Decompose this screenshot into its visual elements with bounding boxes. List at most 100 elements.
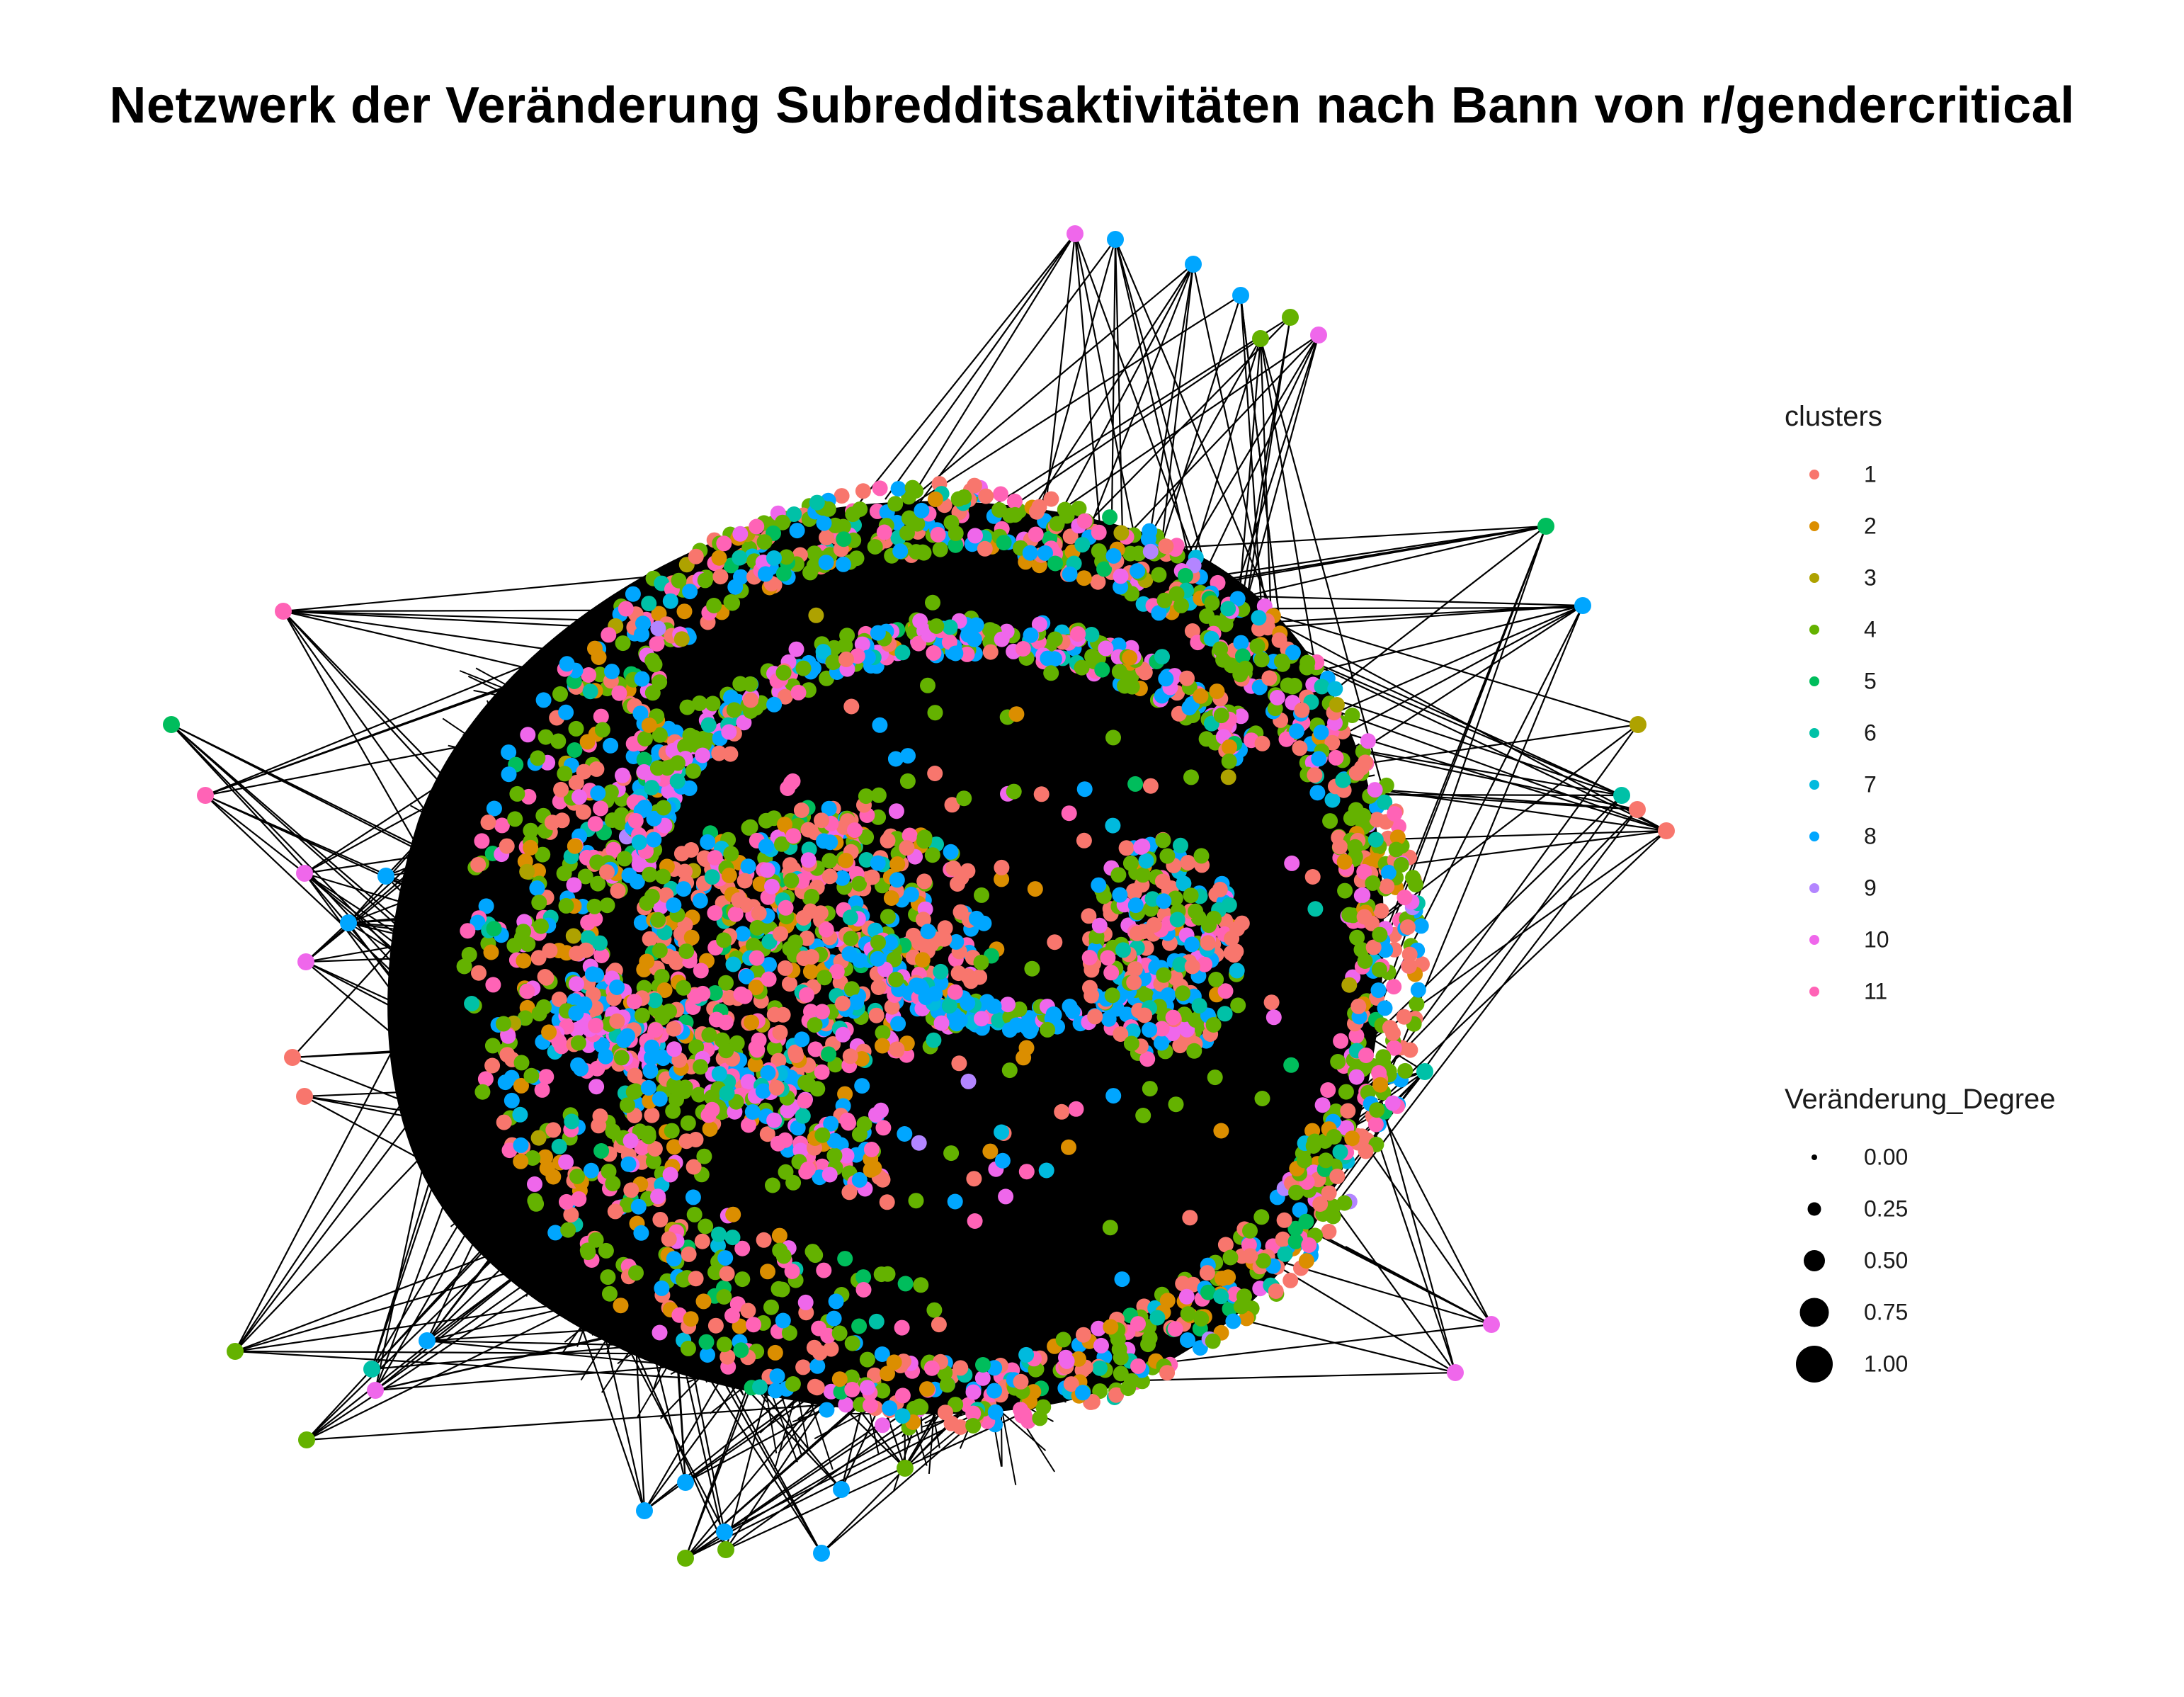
- network-node: [982, 622, 998, 638]
- legend-size-swatch: [1793, 1338, 1836, 1390]
- network-node: [628, 1265, 644, 1281]
- network-node: [664, 1123, 680, 1139]
- network-node: [948, 933, 965, 950]
- network-node: [1373, 903, 1389, 919]
- network-node: [854, 636, 870, 652]
- network-node: [704, 1089, 720, 1106]
- network-node: [583, 1162, 599, 1179]
- legend-cluster-item: 1: [1785, 448, 1882, 500]
- network-node: [965, 1384, 982, 1400]
- network-node: [625, 586, 641, 602]
- network-node: [1574, 597, 1591, 614]
- network-node: [841, 946, 858, 962]
- network-node: [809, 1358, 826, 1374]
- network-node: [1276, 1212, 1292, 1228]
- network-node: [605, 841, 622, 858]
- network-node: [1119, 1006, 1135, 1023]
- network-node: [732, 526, 749, 542]
- network-node: [513, 1055, 530, 1071]
- network-edge: [797, 1392, 809, 1451]
- network-node: [297, 953, 314, 970]
- network-node: [1280, 677, 1296, 693]
- network-node: [644, 1107, 660, 1123]
- network-node: [641, 596, 657, 612]
- network-node: [793, 802, 809, 818]
- network-node: [545, 1122, 562, 1138]
- network-node: [1154, 1021, 1170, 1037]
- network-node: [875, 1038, 890, 1054]
- network-node: [880, 1366, 895, 1382]
- network-node: [1130, 563, 1146, 579]
- network-node: [1000, 997, 1016, 1013]
- network-node: [652, 1212, 669, 1227]
- network-node: [751, 905, 767, 921]
- network-node: [1311, 751, 1327, 767]
- legend-size-label: 0.25: [1864, 1196, 1909, 1221]
- network-node: [1251, 679, 1268, 696]
- network-node: [837, 1086, 853, 1102]
- network-node: [763, 1299, 779, 1315]
- network-node: [685, 1189, 701, 1205]
- network-node: [1329, 1169, 1346, 1184]
- network-node: [1388, 841, 1404, 858]
- network-node: [601, 627, 617, 643]
- network-node: [795, 1108, 811, 1124]
- network-node: [1172, 956, 1188, 972]
- network-node: [1220, 769, 1236, 785]
- network-node: [197, 787, 214, 804]
- network-node: [634, 626, 650, 642]
- network-node: [1016, 1050, 1032, 1066]
- network-node: [620, 1156, 637, 1172]
- network-node: [1307, 1133, 1323, 1150]
- network-node: [527, 1193, 543, 1209]
- network-node: [819, 530, 835, 545]
- network-node: [590, 875, 606, 892]
- network-node: [1309, 785, 1326, 801]
- network-node: [711, 1226, 727, 1242]
- network-edge: [1054, 263, 1194, 523]
- network-node: [704, 869, 720, 885]
- network-node: [894, 1387, 911, 1404]
- network-node: [1076, 832, 1092, 848]
- network-node: [569, 976, 584, 992]
- network-node: [809, 494, 825, 511]
- network-node: [1217, 1237, 1234, 1253]
- network-node: [616, 851, 632, 867]
- network-node: [298, 1431, 315, 1448]
- network-node: [1200, 1284, 1216, 1300]
- network-node: [654, 1280, 670, 1296]
- network-node: [1167, 890, 1183, 907]
- network-node: [1275, 1231, 1291, 1247]
- network-node: [1091, 917, 1108, 933]
- network-node: [671, 572, 687, 589]
- network-node: [512, 1106, 528, 1123]
- network-node: [959, 646, 975, 662]
- network-node: [530, 863, 546, 879]
- network-node: [637, 731, 653, 747]
- network-node: [367, 1382, 384, 1399]
- network-node: [1091, 543, 1107, 560]
- network-node: [1401, 946, 1418, 963]
- network-node: [516, 953, 532, 969]
- network-node: [1222, 1301, 1238, 1317]
- network-node: [1169, 912, 1185, 928]
- network-node: [1208, 972, 1224, 987]
- network-node: [646, 810, 662, 827]
- network-node: [1159, 1293, 1176, 1309]
- network-node: [1094, 662, 1110, 678]
- network-node: [884, 999, 900, 1015]
- legend-cluster-label: 3: [1864, 564, 1877, 590]
- network-node: [800, 822, 817, 838]
- network-node: [1253, 1209, 1270, 1225]
- network-node: [744, 1014, 760, 1031]
- network-node: [1236, 1288, 1252, 1305]
- network-node: [1135, 1108, 1151, 1123]
- network-node: [599, 864, 615, 880]
- network-node: [1229, 591, 1246, 607]
- network-node: [890, 1016, 906, 1032]
- network-node: [377, 868, 394, 885]
- network-node: [671, 1085, 687, 1101]
- network-node: [695, 747, 711, 764]
- network-node: [994, 1152, 1011, 1169]
